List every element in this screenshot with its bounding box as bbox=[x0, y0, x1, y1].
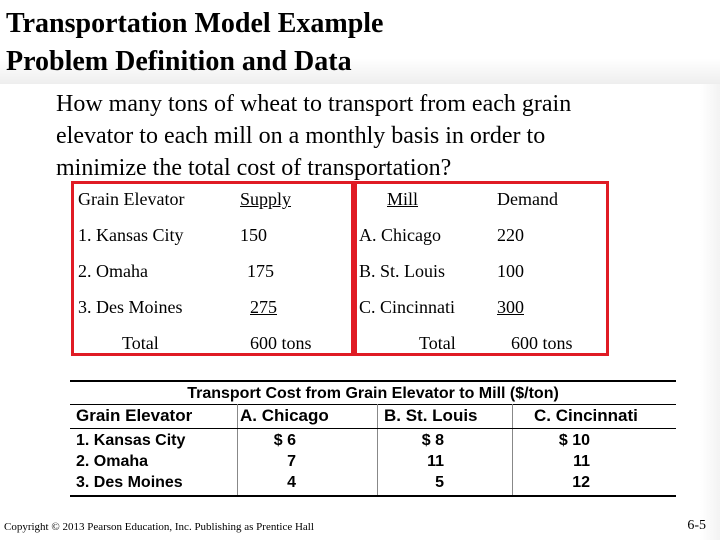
cost-cell: 4 bbox=[287, 474, 296, 491]
mill-name: B. St. Louis bbox=[359, 261, 446, 281]
cost-table: Transport Cost from Grain Elevator to Mi… bbox=[70, 380, 676, 498]
cost-cell: 11 bbox=[427, 453, 444, 470]
cost-row-elevator: 2. Omaha bbox=[76, 453, 149, 470]
table-rule-bottom bbox=[70, 495, 676, 497]
supply-value: 150 bbox=[240, 225, 267, 245]
cost-cell: 11 bbox=[573, 453, 590, 470]
supply-value: 275 bbox=[250, 297, 277, 317]
slide-title-line-2: Problem Definition and Data bbox=[6, 46, 352, 77]
total-demand-value: 600 tons bbox=[511, 333, 573, 353]
page-number: 6-5 bbox=[687, 518, 706, 533]
mill-name: C. Cincinnati bbox=[359, 297, 455, 317]
question-line: How many tons of wheat to transport from… bbox=[56, 91, 572, 117]
demand-value: 100 bbox=[497, 261, 524, 281]
header-grain-elevator: Grain Elevator bbox=[78, 189, 185, 209]
copyright-footer: Copyright © 2013 Pearson Education, Inc.… bbox=[4, 521, 314, 533]
cost-table-title: Transport Cost from Grain Elevator to Mi… bbox=[187, 385, 559, 402]
table-rule bbox=[70, 404, 676, 405]
cost-header-elevator: Grain Elevator bbox=[76, 406, 193, 425]
total-supply-value: 600 tons bbox=[250, 333, 312, 353]
cost-header-chicago: A. Chicago bbox=[240, 406, 329, 425]
table-rule bbox=[70, 428, 676, 429]
elevator-name: 2. Omaha bbox=[78, 261, 148, 281]
question-line: elevator to each mill on a monthly basis… bbox=[56, 123, 546, 149]
cost-cell: $ 10 bbox=[558, 432, 590, 449]
total-label-supply: Total bbox=[122, 333, 159, 353]
question-text: How many tons of wheat to transport from… bbox=[56, 88, 696, 184]
elevator-name: 3. Des Moines bbox=[78, 297, 183, 317]
header-demand: Demand bbox=[497, 189, 558, 209]
cost-header-cincinnati: C. Cincinnati bbox=[534, 406, 638, 425]
cost-row-elevator: 1. Kansas City bbox=[76, 432, 186, 449]
cost-row-elevator: 3. Des Moines bbox=[76, 474, 183, 491]
cost-header-st-louis: B. St. Louis bbox=[384, 406, 478, 425]
mill-name: A. Chicago bbox=[359, 225, 441, 245]
supply-value: 175 bbox=[247, 261, 274, 281]
cost-cell: 12 bbox=[572, 474, 590, 491]
elevator-name: 1. Kansas City bbox=[78, 225, 184, 245]
column-divider bbox=[512, 404, 513, 496]
supply-box bbox=[71, 181, 354, 356]
cost-cell: 7 bbox=[287, 453, 296, 470]
demand-box bbox=[354, 181, 609, 356]
cost-cell: $ 8 bbox=[421, 432, 444, 449]
header-supply: Supply bbox=[240, 189, 292, 209]
column-divider bbox=[377, 404, 378, 496]
cost-cell: $ 6 bbox=[273, 432, 296, 449]
total-label-demand: Total bbox=[419, 333, 456, 353]
cost-cell: 5 bbox=[435, 474, 444, 491]
demand-value: 220 bbox=[497, 225, 524, 245]
title-band bbox=[0, 0, 720, 84]
header-mill: Mill bbox=[387, 189, 419, 209]
column-divider bbox=[237, 404, 238, 496]
demand-value: 300 bbox=[497, 297, 524, 317]
slide-title-line-1: Transportation Model Example bbox=[6, 8, 384, 39]
question-line: minimize the total cost of transportatio… bbox=[56, 155, 452, 181]
table-rule-top bbox=[70, 380, 676, 382]
